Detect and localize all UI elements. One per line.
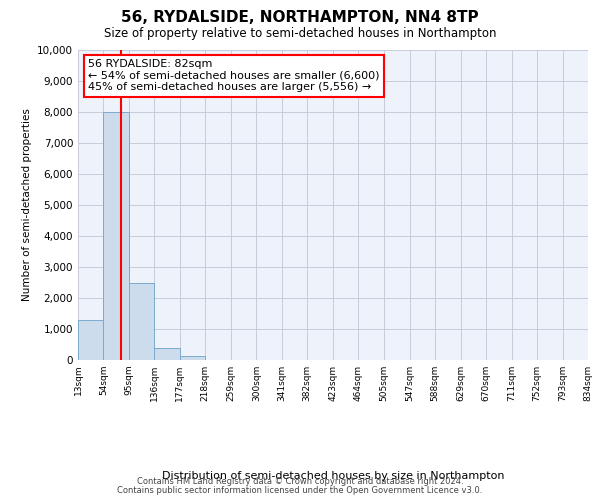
Bar <box>103 112 129 360</box>
Text: Contains HM Land Registry data © Crown copyright and database right 2024.: Contains HM Land Registry data © Crown c… <box>137 477 463 486</box>
X-axis label: Distribution of semi-detached houses by size in Northampton: Distribution of semi-detached houses by … <box>162 470 504 480</box>
Text: 56, RYDALSIDE, NORTHAMPTON, NN4 8TP: 56, RYDALSIDE, NORTHAMPTON, NN4 8TP <box>121 10 479 25</box>
Text: 56 RYDALSIDE: 82sqm
← 54% of semi-detached houses are smaller (6,600)
45% of sem: 56 RYDALSIDE: 82sqm ← 54% of semi-detach… <box>88 60 380 92</box>
Bar <box>129 282 154 360</box>
Bar <box>78 320 103 360</box>
Bar <box>154 348 180 360</box>
Bar <box>180 356 205 360</box>
Text: Size of property relative to semi-detached houses in Northampton: Size of property relative to semi-detach… <box>104 28 496 40</box>
Y-axis label: Number of semi-detached properties: Number of semi-detached properties <box>22 108 32 302</box>
Text: Contains public sector information licensed under the Open Government Licence v3: Contains public sector information licen… <box>118 486 482 495</box>
